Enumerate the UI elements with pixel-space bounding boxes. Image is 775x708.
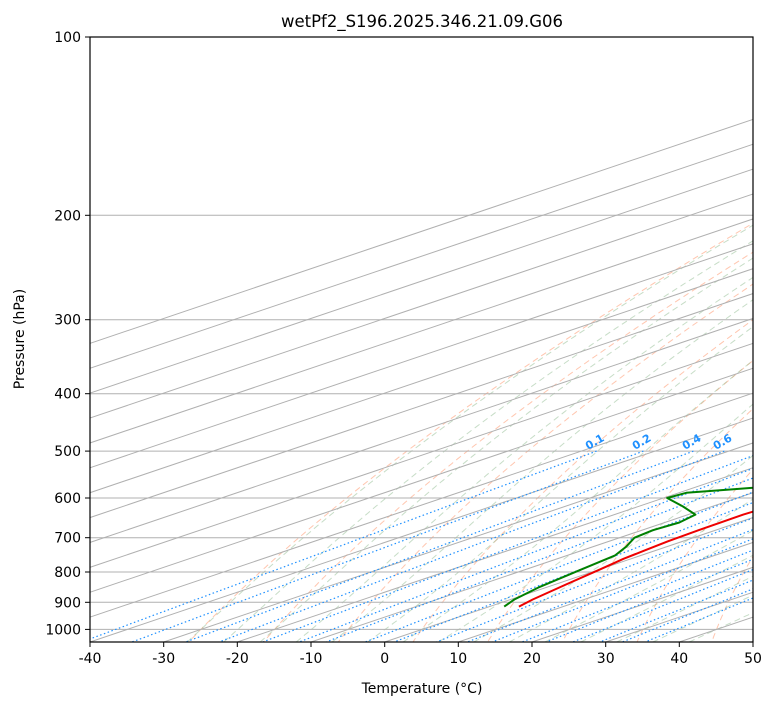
isotherm-line xyxy=(90,268,753,494)
mixing-ratio-line xyxy=(467,528,753,642)
mixing-ratio-line xyxy=(492,538,753,642)
isotherm-line xyxy=(90,143,753,369)
x-tick-label: -10 xyxy=(300,651,323,667)
y-tick-label: 900 xyxy=(54,595,81,611)
dry-adiabat xyxy=(263,251,753,642)
moist-adiabat xyxy=(223,240,753,642)
x-tick-label: 20 xyxy=(523,651,541,667)
isotherm-line xyxy=(90,417,753,642)
y-tick-label: 400 xyxy=(54,387,81,403)
mixing-ratio-line xyxy=(325,477,753,642)
dry-adiabat xyxy=(188,222,753,642)
mixing-ratio-line xyxy=(185,450,694,642)
isotherm-line xyxy=(237,467,753,642)
isotherm-line xyxy=(90,342,753,568)
mixing-ratio-line xyxy=(546,558,753,642)
x-tick-label: -30 xyxy=(152,651,175,667)
isotherm-line xyxy=(90,218,753,444)
isotherm-line xyxy=(90,193,753,419)
y-tick-label: 500 xyxy=(54,444,81,460)
y-tick-label: 600 xyxy=(54,491,81,507)
dry-adiabat xyxy=(561,408,753,642)
mixing-ratio-line xyxy=(131,450,644,642)
isotherm-line xyxy=(310,492,753,642)
isotherm-line xyxy=(90,168,753,394)
y-tick-label: 700 xyxy=(54,531,81,547)
moist-adiabat xyxy=(367,326,753,642)
mixing-ratio-line xyxy=(298,467,753,642)
y-axis-title: Pressure (hPa) xyxy=(12,289,28,389)
isotherm-line xyxy=(90,118,753,344)
moist-adiabat xyxy=(402,359,753,642)
mixing-ratio-line xyxy=(90,450,597,640)
y-tick-label: 1000 xyxy=(45,622,81,638)
x-tick-label: 0 xyxy=(380,651,389,667)
moist-adiabat xyxy=(544,530,753,642)
isotherm-line xyxy=(90,293,753,519)
chart-title: wetPf2_S196.2025.346.21.09.G06 xyxy=(281,12,563,32)
x-tick-label: -20 xyxy=(226,651,249,667)
x-axis-title: Temperature (°C) xyxy=(361,681,483,697)
x-tick-label: -40 xyxy=(79,651,102,667)
plot-frame xyxy=(89,36,754,643)
y-tick-label: 800 xyxy=(54,565,81,581)
x-tick-label: 30 xyxy=(597,651,615,667)
mixing-ratio-line xyxy=(599,579,753,642)
moist-adiabat xyxy=(580,554,753,642)
dewpoint-profile xyxy=(503,486,753,608)
sounding-profiles xyxy=(503,486,753,608)
x-tick-label: 50 xyxy=(744,651,762,667)
axes: -40 -30 -20 -10 0 10 20 30 40 50 100 200 300 400 500 60… xyxy=(45,30,762,667)
isotherm-line xyxy=(90,243,753,469)
moist-adiabat xyxy=(295,276,753,642)
mixing-ratio-line xyxy=(436,517,753,642)
mixing-ratio-line xyxy=(365,491,753,642)
isotherm-line xyxy=(90,392,753,618)
y-tick-label: 200 xyxy=(54,208,81,224)
y-tick-label: 100 xyxy=(54,30,81,46)
x-tick-label: 40 xyxy=(670,651,688,667)
isotherm-line xyxy=(90,367,753,593)
isotherm-line xyxy=(163,442,753,642)
moist-adiabat xyxy=(186,224,753,642)
isotherm-line xyxy=(384,517,753,642)
x-tick-label: 10 xyxy=(449,651,467,667)
isotherm-line xyxy=(90,317,753,543)
dry-adiabat xyxy=(412,319,753,642)
temperature-profile xyxy=(518,510,753,608)
y-tick-label: 300 xyxy=(54,313,81,329)
